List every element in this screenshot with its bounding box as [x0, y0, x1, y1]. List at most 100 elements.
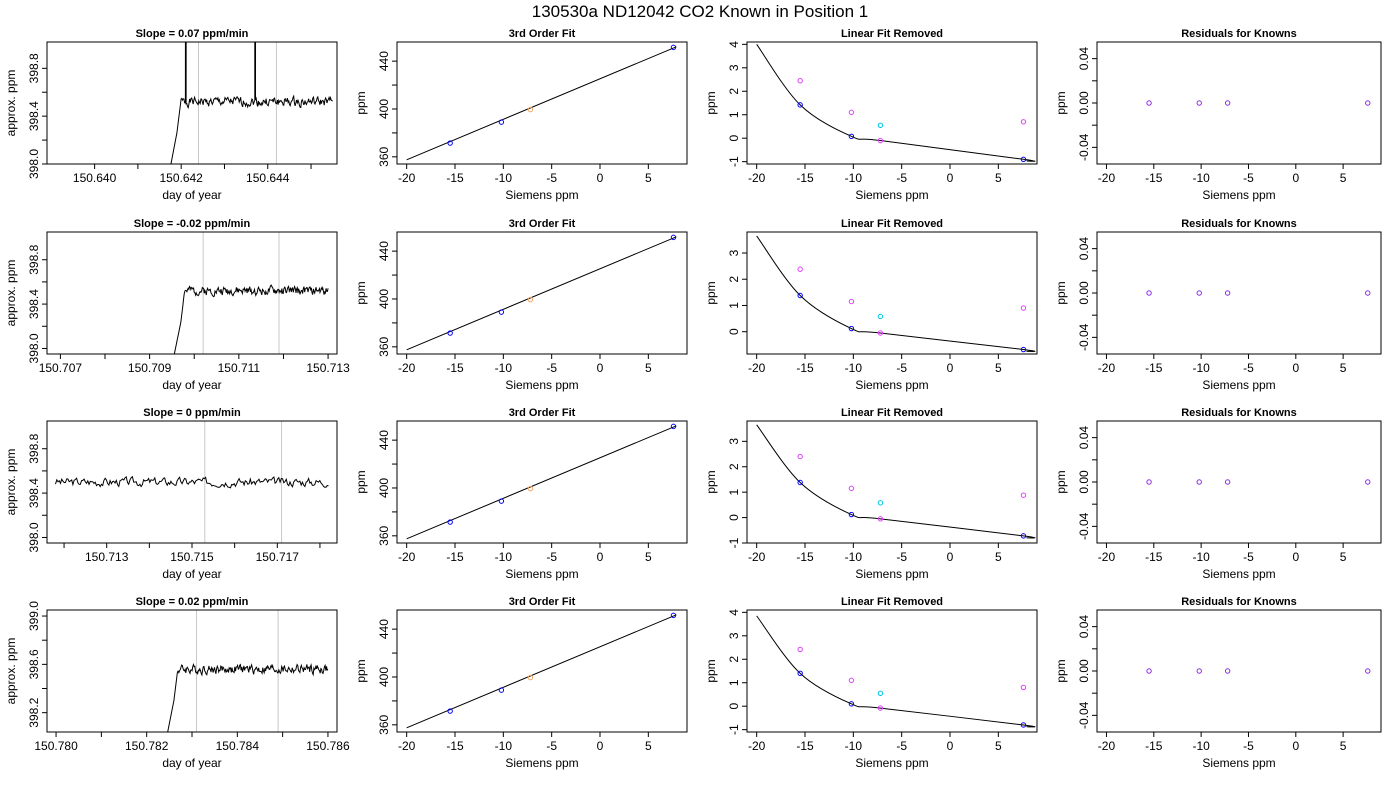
x-tick-label: -20: [1098, 171, 1116, 185]
y-tick-label: 3: [727, 438, 741, 445]
data-point: [498, 687, 505, 693]
x-tick-label: 0: [1292, 361, 1299, 375]
data-point: [877, 122, 884, 128]
y-axis-label: approx. ppm: [4, 260, 18, 327]
y-tick-label: 1: [727, 302, 741, 309]
x-tick-label: -20: [748, 171, 766, 185]
x-axis-label: Siemens ppm: [1202, 188, 1275, 202]
x-tick-label: -5: [546, 739, 557, 753]
plot-area: [1146, 479, 1371, 485]
y-tick-label: -0.04: [1077, 512, 1091, 540]
panel-title: Linear Fit Removed: [841, 596, 943, 608]
data-point: [498, 119, 505, 125]
data-point: [848, 701, 855, 707]
panel-fit-r2: 3rd Order Fit Siemens ppm ppm -20 -15 -10 -5 0 5…: [354, 407, 688, 581]
plot-area: [173, 232, 329, 354]
y-tick-label: 440: [377, 619, 391, 639]
y-tick-label: 1: [727, 111, 741, 118]
plot-frame: [396, 420, 688, 544]
data-point: [877, 705, 884, 711]
data-point: [797, 479, 803, 486]
y-axis-label: ppm: [704, 659, 718, 682]
x-tick-label: -15: [1145, 171, 1163, 185]
data-point: [1224, 290, 1231, 296]
y-tick-label: 0.00: [1077, 91, 1091, 115]
x-tick-label: 150.711: [218, 361, 261, 375]
data-point: [447, 519, 453, 525]
data-point: [797, 78, 803, 84]
x-tick-label: -5: [896, 550, 907, 564]
y-tick-label: 0: [727, 328, 741, 335]
data-point: [1020, 346, 1027, 353]
data-point: [498, 498, 505, 504]
x-axis-label: Siemens ppm: [855, 756, 928, 770]
plot-area: [756, 615, 1036, 728]
x-tick-label: 150.715: [170, 550, 214, 564]
data-point: [1146, 290, 1152, 296]
plot-area: [756, 424, 1036, 539]
plot-frame: [746, 41, 1038, 165]
y-tick-label: -1: [727, 724, 741, 735]
x-tick-label: -15: [796, 361, 814, 375]
plot-frame: [746, 231, 1038, 355]
y-tick-label: 398.4: [27, 289, 41, 319]
y-axis-label: approx. ppm: [4, 70, 18, 137]
x-tick-label: 0: [1292, 171, 1299, 185]
data-point: [1146, 668, 1152, 674]
x-tick-label: 150.713: [85, 550, 129, 564]
plot-frame: [46, 41, 338, 165]
y-tick-label: 400: [377, 289, 391, 309]
data-point: [1196, 668, 1202, 674]
panel-fit-r1: 3rd Order Fit Siemens ppm ppm -20 -15 -10 -5 0 5…: [354, 218, 688, 392]
x-tick-label: -5: [546, 171, 557, 185]
data-point: [797, 102, 803, 108]
x-tick-label: 5: [1340, 739, 1347, 753]
data-point: [877, 330, 884, 336]
data-point: [1020, 119, 1027, 125]
y-tick-label: 398.4: [27, 478, 41, 508]
panel-title: Residuals for Knowns: [1181, 407, 1297, 419]
x-tick-label: 150.642: [159, 171, 203, 185]
x-tick-label: -15: [1145, 361, 1163, 375]
x-tick-label: 0: [1292, 550, 1299, 564]
data-point: [877, 313, 884, 320]
panel-fit-r3: 3rd Order Fit Siemens ppm ppm -20 -15 -10 -5 0 5…: [354, 596, 688, 770]
y-tick-label: 360: [377, 525, 391, 545]
x-tick-label: -15: [796, 171, 814, 185]
x-axis-label: Siemens ppm: [1202, 567, 1275, 581]
x-tick-label: -20: [1098, 550, 1116, 564]
x-tick-label: 5: [995, 550, 1002, 564]
y-tick-label: 398.8: [27, 53, 41, 83]
x-tick-label: -10: [845, 361, 863, 375]
y-axis-label: ppm: [1054, 91, 1068, 114]
y-tick-label: -0.04: [1077, 701, 1091, 729]
x-tick-label: 5: [1340, 550, 1347, 564]
panel-resid-r1: Residuals for Knowns Siemens ppm ppm -20 -15…: [1054, 218, 1382, 392]
y-axis-label: ppm: [704, 91, 718, 114]
y-tick-label: 0.00: [1077, 659, 1091, 683]
panel-title: 3rd Order Fit: [509, 596, 576, 608]
x-tick-label: 0: [597, 171, 604, 185]
panel-r1c2-r1: Linear Fit Removed Siemens ppm ppm -20 -15 -1…: [704, 218, 1038, 392]
y-axis-label: ppm: [354, 659, 368, 682]
x-tick-label: 0: [947, 739, 954, 753]
x-tick-label: 150.780: [34, 739, 78, 753]
plot-frame: [746, 609, 1038, 733]
y-tick-label: 0.00: [1077, 281, 1091, 305]
x-tick-label: 150.640: [73, 171, 117, 185]
plot-area: [55, 421, 329, 543]
data-point: [1020, 722, 1027, 728]
panel-title: Linear Fit Removed: [841, 407, 943, 419]
plot-area: [170, 42, 333, 164]
y-axis-label: ppm: [1054, 281, 1068, 304]
x-tick-label: -5: [1243, 171, 1254, 185]
x-tick-label: 150.717: [256, 550, 300, 564]
panel-title: Residuals for Knowns: [1181, 218, 1297, 230]
panel-title: Linear Fit Removed: [841, 218, 943, 230]
y-tick-label: 360: [377, 336, 391, 356]
fit-curve: [756, 424, 1036, 539]
x-tick-label: 150.707: [39, 361, 83, 375]
plot-frame: [746, 420, 1038, 544]
ppm-trace-line: [173, 284, 329, 354]
y-tick-label: 2: [727, 276, 741, 283]
